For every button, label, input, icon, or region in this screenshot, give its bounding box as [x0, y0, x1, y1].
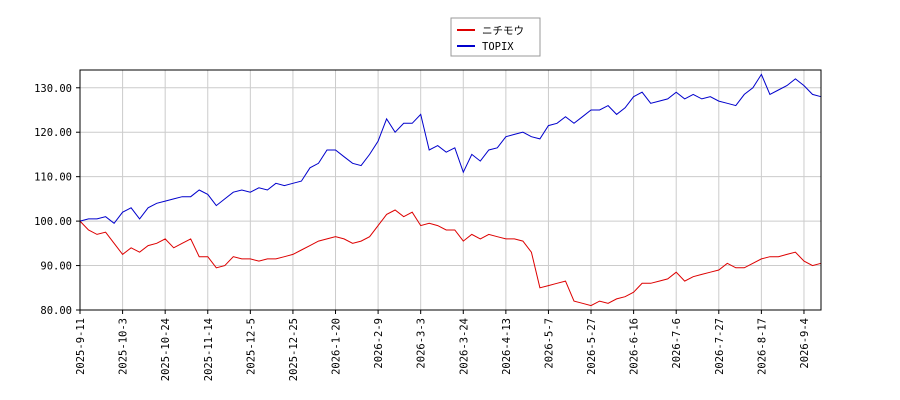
legend-box [450, 17, 541, 57]
x-tick-label: 2025-12-25 [288, 318, 300, 381]
x-tick-label: 2026-4-13 [501, 318, 513, 375]
series-line [79, 73, 822, 225]
y-tick-label: 80.00 [40, 305, 72, 317]
x-tick-label: 2026-3-24 [458, 318, 470, 375]
x-tick-label: 2025-10-24 [160, 318, 172, 381]
x-tick-label: 2026-3-3 [416, 318, 428, 369]
x-tick-label: 2026-7-27 [714, 318, 726, 375]
x-tick-label: 2026-1-20 [331, 318, 343, 375]
y-tick-label: 130.00 [34, 83, 72, 95]
x-tick-label: 2025-9-11 [75, 318, 87, 375]
x-tick-label: 2026-5-27 [586, 318, 598, 375]
x-tick-label: 2025-11-14 [203, 318, 215, 381]
y-tick-label: 100.00 [34, 216, 72, 228]
x-tick-label: 2025-12-5 [245, 318, 257, 375]
series-line [79, 209, 822, 307]
y-tick-label: 90.00 [40, 261, 72, 273]
x-tick-label: 2026-7-6 [671, 318, 683, 369]
plot-frame [79, 69, 822, 311]
x-tick-label: 2026-5-7 [543, 318, 555, 369]
x-tick-label: 2026-9-4 [799, 318, 811, 369]
x-tick-label: 2026-6-16 [629, 318, 641, 375]
y-tick-label: 110.00 [34, 172, 72, 184]
x-tick-label: 2026-2-9 [373, 318, 385, 369]
x-tick-label: 2026-8-17 [756, 318, 768, 375]
y-tick-label: 120.00 [34, 127, 72, 139]
legend-label: TOPIX [482, 41, 514, 53]
x-tick-label: 2025-10-3 [118, 318, 130, 375]
legend-label: ニチモウ [482, 25, 524, 37]
